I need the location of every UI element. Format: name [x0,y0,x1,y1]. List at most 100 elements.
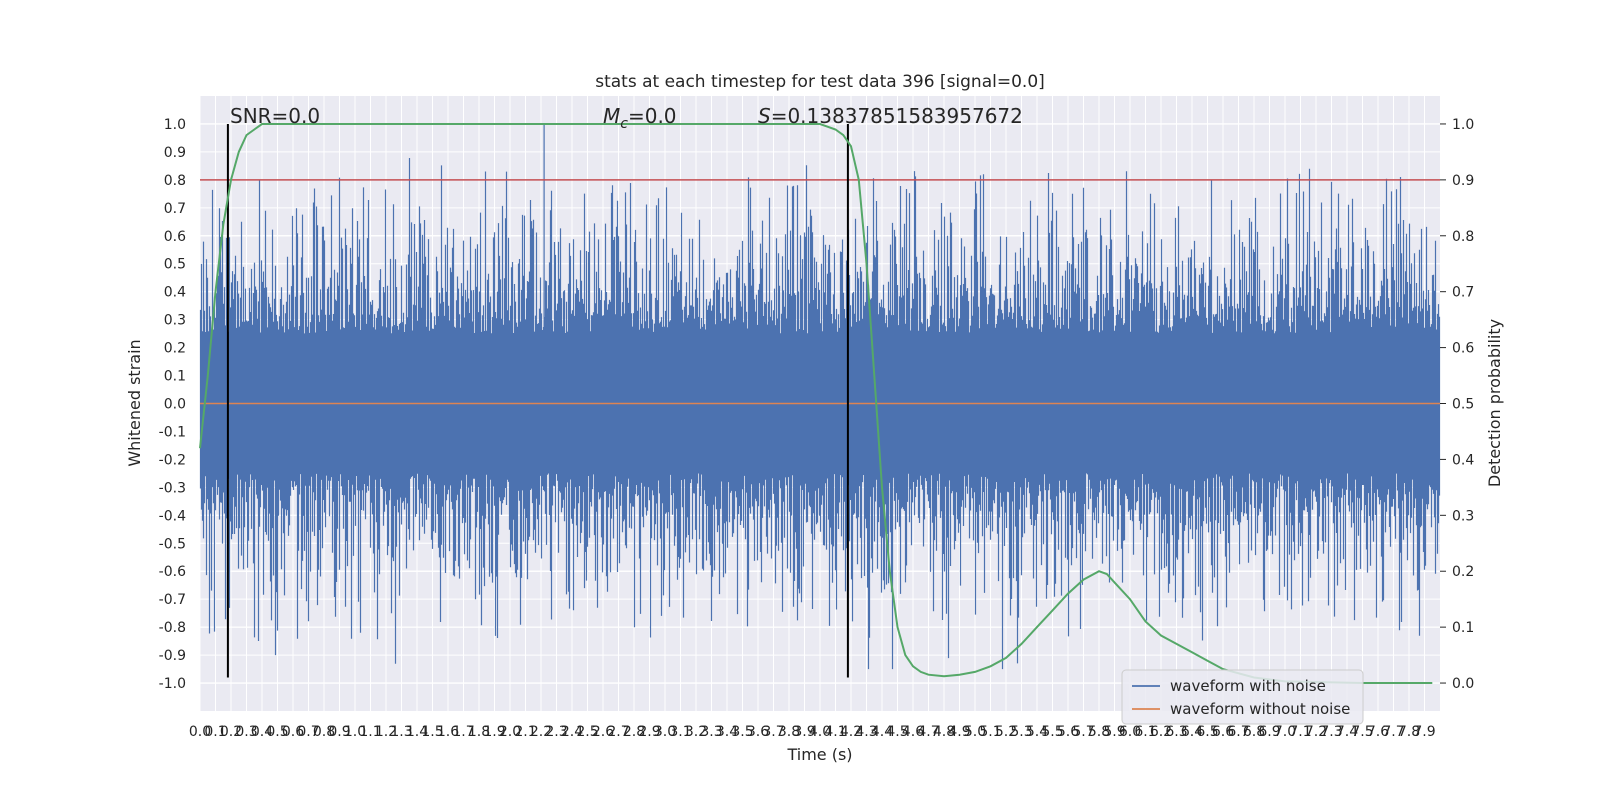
y-tick-label: -0.3 [159,480,186,496]
y-tick-label: 0.2 [164,341,186,357]
x-tick-label: 6.6 [1212,724,1234,740]
x-tick-label: 2.3 [545,724,567,740]
y-tick-label: -1.0 [159,676,186,692]
x-tick-label: 5.5 [1041,724,1063,740]
x-tick-label: 0.1 [204,724,226,740]
y2-tick-label: 0.1 [1452,620,1474,636]
x-tick-label: 3.1 [669,724,691,740]
y-tick-label: -0.8 [159,620,186,636]
x-tick-label: 4.4 [871,724,893,740]
x-tick-label: 7.7 [1382,724,1404,740]
x-tick-label: 4.2 [840,724,862,740]
snr-annotation: SNR=0.0 [230,104,320,128]
annotations: SNR=0.0 Mc=0.0 S=0.13837851583957672 [230,104,1023,132]
y2-tick-label: 0.5 [1452,397,1474,413]
y-tick-label: 0.1 [164,369,186,385]
x-tick-label: 4.3 [855,724,877,740]
noise-waveform [199,124,1441,670]
x-tick-label: 1.1 [359,724,381,740]
y-tick-label: -0.9 [159,648,186,664]
y-tick-label: 0.4 [164,285,186,301]
mc-annotation: Mc=0.0 [603,104,677,132]
x-tick-label: 6.0 [1119,724,1141,740]
x-tick-label: 5.9 [1103,724,1125,740]
x-tick-label: 4.5 [886,724,908,740]
x-tick-label: 2.0 [499,724,521,740]
x-tick-label: 2.9 [638,724,660,740]
x-tick-label: 6.9 [1258,724,1280,740]
x-tick-label: 3.0 [654,724,676,740]
x-tick-label: 6.7 [1227,724,1249,740]
x-tick-label: 2.2 [530,724,552,740]
x-tick-label: 7.8 [1398,724,1420,740]
y-tick-label: 0.7 [164,201,186,217]
x-tick-label: 3.8 [778,724,800,740]
x-tick-label: 4.0 [809,724,831,740]
y2-tick-label: 0.7 [1452,285,1474,301]
legend-label: waveform with noise [1170,677,1326,695]
x-tick-label: 3.4 [716,724,738,740]
x-tick-label: 7.3 [1320,724,1342,740]
lines [199,123,1440,684]
x-tick-label: 7.6 [1367,724,1389,740]
x-tick-label: 1.7 [452,724,474,740]
y-tick-label: 0.9 [164,145,186,161]
x-tick-label: 3.6 [747,724,769,740]
y-tick-label: -0.1 [159,424,186,440]
y-tick-label: 0.5 [164,257,186,273]
x-tick-label: 7.2 [1305,724,1327,740]
x-tick-label: 1.9 [483,724,505,740]
x-tick-label: 2.6 [592,724,614,740]
x-tick-label: 6.2 [1150,724,1172,740]
x-tick-label: 1.3 [390,724,412,740]
y-tick-label: -0.5 [159,536,186,552]
x-tick-label: 3.9 [793,724,815,740]
x-tick-label: 7.1 [1289,724,1311,740]
x-tick-label: 0.6 [282,724,304,740]
x-tick-label: 1.8 [468,724,490,740]
x-tick-label: 6.1 [1134,724,1156,740]
x-tick-label: 7.9 [1413,724,1435,740]
x-tick-label: 3.7 [762,724,784,740]
noise-series [199,124,1441,670]
x-tick-label: 0.0 [189,724,211,740]
x-tick-label: 5.4 [1026,724,1048,740]
x-tick-label: 0.2 [220,724,242,740]
x-tick-label: 2.1 [514,724,536,740]
x-tick-label: 7.5 [1351,724,1373,740]
x-tick-label: 0.3 [235,724,257,740]
y-tick-label: 0.3 [164,313,186,329]
x-tick-label: 0.7 [297,724,319,740]
x-axis-label: Time (s) [786,745,852,764]
x-tick-label: 3.2 [685,724,707,740]
chart-title: stats at each timestep for test data 396… [595,72,1045,92]
x-tick-label: 7.0 [1274,724,1296,740]
y-tick-label: -0.2 [159,452,186,468]
y-tick-label: 1.0 [164,117,186,133]
detection-probability-line [199,123,1433,684]
x-tick-label: 4.8 [933,724,955,740]
axes: 0.00.10.20.30.40.50.60.70.80.91.01.11.21… [159,117,1475,740]
x-tick-label: 2.4 [561,724,583,740]
x-tick-label: 1.0 [344,724,366,740]
x-tick-label: 4.6 [902,724,924,740]
legend: waveform with noise waveform without nois… [1121,669,1364,725]
x-tick-label: 6.5 [1196,724,1218,740]
y-tick-label: -0.6 [159,564,186,580]
y-axis-label: Whitened strain [125,339,144,466]
mc-symbol: M [603,104,620,128]
x-tick-label: 0.4 [251,724,273,740]
x-tick-label: 1.5 [421,724,443,740]
y2-tick-label: 0.8 [1452,229,1474,245]
x-tick-label: 7.4 [1336,724,1358,740]
y-tick-label: -0.4 [159,508,186,524]
y-tick-label: 0.6 [164,229,186,245]
x-tick-label: 5.8 [1088,724,1110,740]
x-tick-label: 4.9 [948,724,970,740]
x-tick-label: 5.7 [1072,724,1094,740]
mc-subscript: c [620,116,628,132]
x-tick-label: 2.7 [607,724,629,740]
y-tick-label: 0.8 [164,173,186,189]
x-tick-label: 2.5 [576,724,598,740]
y2-tick-label: 0.0 [1452,676,1474,692]
